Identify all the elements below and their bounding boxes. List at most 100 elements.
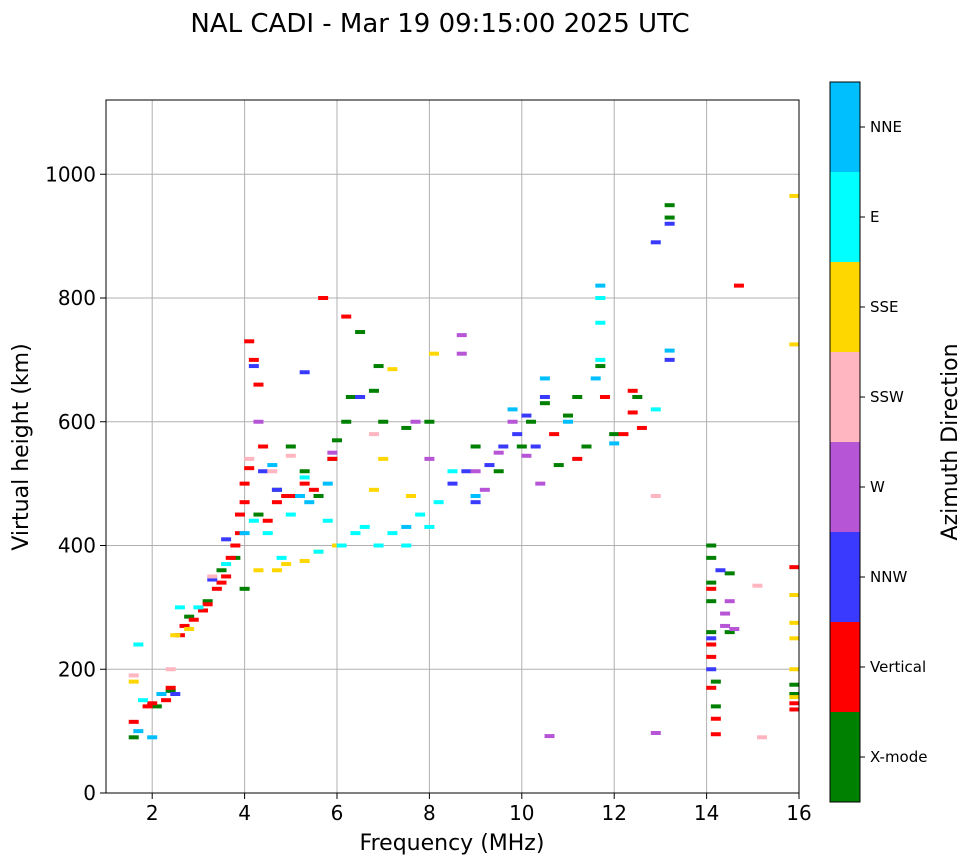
- echo-point: [244, 456, 255, 461]
- echo-point: [595, 296, 606, 300]
- echo-point: [581, 444, 592, 449]
- echo-point: [706, 654, 717, 659]
- echo-point: [341, 314, 352, 319]
- echo-point: [276, 555, 287, 560]
- echo-point: [706, 685, 717, 690]
- echo-point: [299, 475, 310, 480]
- echo-point: [618, 432, 629, 437]
- echo-point: [239, 586, 250, 591]
- echo-point: [373, 364, 384, 369]
- echo-point: [359, 524, 370, 529]
- echo-point: [355, 330, 366, 335]
- echo-point: [572, 456, 583, 461]
- echo-point: [710, 732, 721, 737]
- echo-point: [322, 518, 333, 523]
- echo-point: [715, 568, 726, 573]
- echo-point: [142, 704, 153, 709]
- echo-point: [447, 469, 458, 474]
- colorbar-segment: [830, 622, 860, 712]
- echo-point: [724, 599, 735, 604]
- colorbar-segment: [830, 712, 860, 802]
- echo-point: [322, 481, 333, 486]
- echo-point: [221, 537, 232, 542]
- echo-point: [549, 432, 560, 437]
- echo-point: [318, 296, 329, 300]
- y-axis-label: Virtual height (km): [9, 343, 34, 550]
- echo-point: [664, 203, 675, 208]
- echo-point: [706, 580, 717, 585]
- echo-point: [789, 342, 800, 347]
- echo-point: [664, 221, 675, 226]
- x-tick-label: 8: [423, 801, 436, 825]
- echo-point: [493, 469, 504, 474]
- echo-point: [470, 500, 481, 505]
- echo-point: [456, 351, 467, 356]
- echo-point: [535, 481, 546, 486]
- echo-point: [248, 518, 259, 523]
- echo-point: [789, 667, 800, 672]
- echo-point: [636, 425, 647, 430]
- plot-frame: [105, 99, 800, 794]
- echo-point: [498, 444, 509, 449]
- echo-point: [156, 692, 167, 696]
- echo-point: [724, 571, 735, 576]
- echo-point: [327, 450, 338, 455]
- echo-point: [401, 524, 412, 529]
- series-nne: [133, 283, 675, 740]
- echo-point: [470, 469, 481, 474]
- echo-point: [710, 679, 721, 684]
- echo-point: [507, 419, 518, 424]
- echo-point: [706, 555, 717, 560]
- echo-point: [563, 413, 573, 418]
- echo-point: [595, 364, 606, 369]
- echo-point: [470, 444, 481, 449]
- echo-point: [128, 673, 139, 678]
- x-tick-label: 14: [694, 801, 719, 825]
- echo-point: [165, 667, 176, 672]
- echo-point: [308, 487, 319, 492]
- echo-point: [133, 642, 144, 647]
- echo-point: [650, 407, 661, 412]
- colorbar-segment: [830, 532, 860, 622]
- y-axis-ticks: 0 200 400 600 800 1000: [45, 162, 106, 805]
- echo-point: [664, 348, 675, 353]
- echo-point: [424, 456, 435, 461]
- echo-point: [188, 617, 199, 622]
- echo-point: [789, 565, 800, 570]
- echo-point: [650, 494, 661, 498]
- x-tick-label: 6: [331, 801, 344, 825]
- x-tick-label: 2: [146, 801, 159, 825]
- echo-point: [304, 500, 315, 505]
- echo-point: [720, 623, 731, 628]
- echo-point: [253, 512, 264, 517]
- echo-point: [789, 193, 800, 198]
- echo-point: [789, 695, 800, 700]
- echo-point: [327, 456, 338, 461]
- echo-point: [720, 611, 731, 616]
- echo-point: [424, 419, 435, 424]
- echo-point: [664, 215, 675, 220]
- y-tick-label: 800: [58, 286, 96, 310]
- x-tick-label: 12: [601, 801, 626, 825]
- x-tick-label: 16: [786, 801, 811, 825]
- echo-point: [281, 562, 292, 567]
- echo-point: [789, 682, 800, 687]
- series-nnw: [170, 221, 726, 696]
- echo-point: [345, 395, 356, 399]
- colorbar-label: W: [870, 478, 885, 496]
- echo-point: [789, 620, 800, 625]
- echo-point: [336, 543, 347, 548]
- colorbar-label: SSE: [870, 298, 899, 316]
- echo-point: [313, 549, 324, 554]
- echo-point: [724, 630, 735, 635]
- x-axis-label: Frequency (MHz): [360, 831, 545, 856]
- echo-point: [526, 419, 537, 424]
- echo-point: [632, 395, 643, 399]
- echo-point: [174, 605, 185, 610]
- echo-point: [553, 463, 564, 468]
- echo-point: [516, 444, 527, 449]
- echo-point: [401, 425, 412, 430]
- echo-point: [387, 531, 398, 536]
- series-w: [253, 333, 740, 739]
- echo-point: [170, 633, 181, 638]
